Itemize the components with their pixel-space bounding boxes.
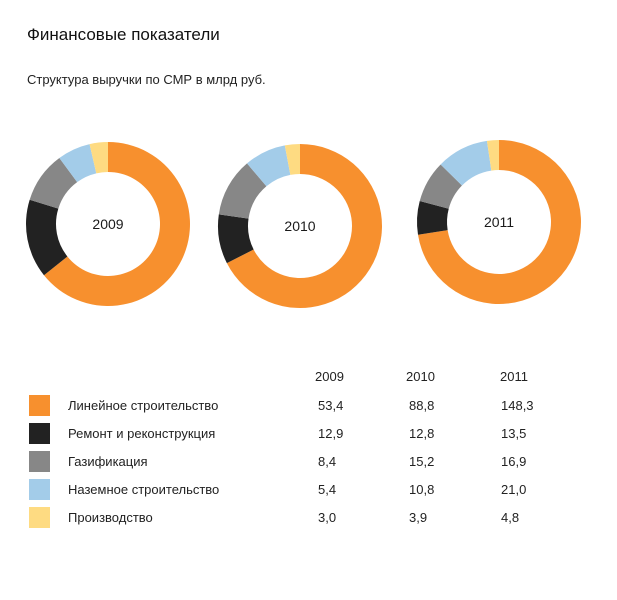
value-2009-линейное-строительство: 53,4 xyxy=(318,398,344,413)
slice-2009-ремонт-и-реконструкция xyxy=(25,199,68,276)
legend-swatch xyxy=(29,507,50,528)
slice-2011-производство xyxy=(486,140,499,171)
column-header-2011: 2011 xyxy=(500,369,528,384)
value-2010-ремонт-и-реконструкция: 12,8 xyxy=(409,426,435,441)
value-2010-газификация: 15,2 xyxy=(409,454,435,469)
value-2009-ремонт-и-реконструкция: 12,9 xyxy=(318,426,344,441)
donut-center-label: 2011 xyxy=(484,214,514,230)
legend-row-линейное-строительство: Линейное строительство 53,4 88,8 148,3 xyxy=(0,395,617,419)
page-title: Финансовые показатели xyxy=(27,25,220,44)
value-2011-ремонт-и-реконструкция: 13,5 xyxy=(501,426,527,441)
slice-2011-газификация xyxy=(419,164,462,209)
column-header-2009: 2009 xyxy=(315,369,344,384)
legend-row-газификация: Газификация 8,4 15,2 16,9 xyxy=(0,451,617,475)
legend-swatch xyxy=(29,395,50,416)
value-2009-наземное-строительство: 5,4 xyxy=(318,482,337,497)
slice-2009-газификация xyxy=(29,157,78,209)
slice-2009-производство xyxy=(89,142,108,174)
slice-2009-наземное-строительство xyxy=(59,144,97,183)
value-2009-газификация: 8,4 xyxy=(318,454,337,469)
legend-swatch xyxy=(29,423,50,444)
donut-chart-2011: 2011 xyxy=(417,140,581,304)
column-header-2010: 2010 xyxy=(406,369,435,384)
slice-2010-наземное-строительство xyxy=(247,145,291,187)
slice-2010-газификация xyxy=(218,163,267,219)
slice-2010-линейное-строительство xyxy=(226,144,382,308)
legend-swatch xyxy=(29,451,50,472)
value-2011-линейное-строительство: 148,3 xyxy=(501,398,534,413)
legend-label: Наземное строительство xyxy=(68,482,220,497)
legend-label: Линейное строительство xyxy=(68,398,219,413)
value-2009-производство: 3,0 xyxy=(318,510,337,525)
slice-2011-ремонт-и-реконструкция xyxy=(417,201,449,235)
slice-2010-ремонт-и-реконструкция xyxy=(218,214,254,264)
legend-row-производство: Производство 3,0 3,9 4,8 xyxy=(0,507,617,531)
slice-2009-линейное-строительство xyxy=(43,142,190,306)
donut-chart-2009: 2009 xyxy=(25,142,190,306)
value-2011-наземное-строительство: 21,0 xyxy=(501,482,527,497)
donut-chart-2010: 2010 xyxy=(218,144,382,308)
legend-row-наземное-строительство: Наземное строительство 5,4 10,8 21,0 xyxy=(0,479,617,503)
value-2010-линейное-строительство: 88,8 xyxy=(409,398,435,413)
value-2010-наземное-строительство: 10,8 xyxy=(409,482,435,497)
legend-row-ремонт-и-реконструкция: Ремонт и реконструкция 12,9 12,8 13,5 xyxy=(0,423,617,447)
value-2011-газификация: 16,9 xyxy=(501,454,527,469)
legend-swatch xyxy=(29,479,50,500)
donut-center-label: 2009 xyxy=(92,216,123,232)
chart-subtitle: Структура выручки по СМР в млрд руб. xyxy=(27,72,266,87)
legend-label: Газификация xyxy=(68,454,148,469)
value-2010-производство: 3,9 xyxy=(409,510,428,525)
legend-label: Ремонт и реконструкция xyxy=(68,426,216,441)
slice-2010-производство xyxy=(284,144,300,175)
slice-2011-наземное-строительство xyxy=(440,140,492,186)
legend-label: Производство xyxy=(68,510,153,525)
value-2011-производство: 4,8 xyxy=(501,510,520,525)
slice-2011-линейное-строительство xyxy=(417,140,581,304)
donut-center-label: 2010 xyxy=(284,218,315,234)
